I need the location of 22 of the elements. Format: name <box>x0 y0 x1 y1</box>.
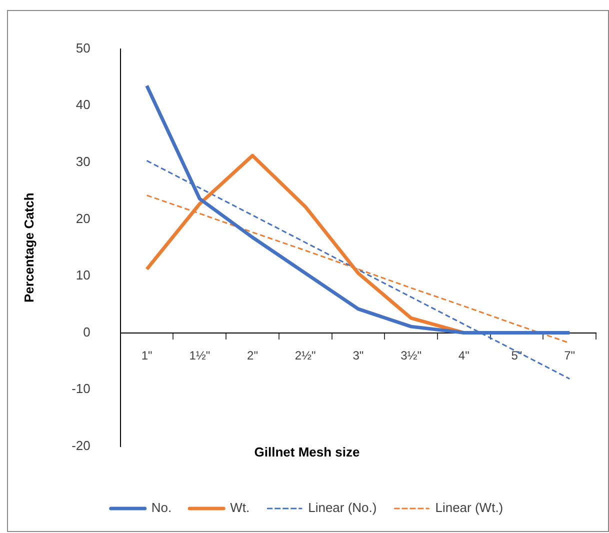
y-tick-label: 30 <box>76 154 90 169</box>
y-tick-label: 40 <box>76 97 90 112</box>
x-tick-label: 7" <box>564 348 576 362</box>
y-tick-label: 50 <box>76 40 90 56</box>
y-tick-label: 0 <box>83 324 90 340</box>
legend-label: Wt. <box>230 500 250 516</box>
y-axis-title: Percentage Catch <box>21 192 36 303</box>
y-tick-label: 10 <box>76 268 90 283</box>
x-tick-label: 2½" <box>294 348 316 362</box>
y-tick-label: 20 <box>76 210 90 226</box>
x-axis-title: Gillnet Mesh size <box>254 444 360 460</box>
legend-label: No. <box>151 500 172 516</box>
legend-label: Linear (No.) <box>308 500 377 516</box>
legend-label: Linear (Wt.) <box>435 500 504 516</box>
x-tick-label: 3½" <box>400 348 422 362</box>
x-tick-label: 2" <box>247 348 258 362</box>
x-tick-label: 1" <box>141 348 152 362</box>
x-tick-label: 1½" <box>189 348 210 362</box>
x-tick-label: 4" <box>458 348 470 362</box>
y-tick-label: -10 <box>72 381 90 396</box>
y-tick-label: -20 <box>72 438 90 453</box>
x-tick-label: 3" <box>352 348 364 362</box>
